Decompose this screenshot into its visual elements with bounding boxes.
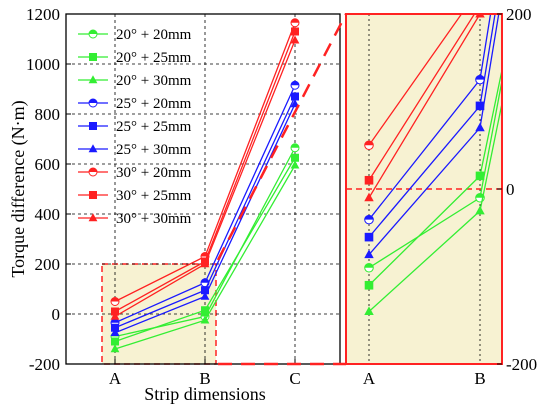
y-tick-label: 200 — [35, 255, 61, 274]
legend-label: 20° + 20mm — [116, 27, 192, 43]
circle-marker-half — [89, 99, 97, 103]
legend-entry: 25° + 25mm — [78, 119, 192, 135]
legend: 20° + 20mm 20° + 25mm 20° + 30mm 25° + 20mm… — [78, 27, 192, 227]
triangle-marker — [290, 160, 300, 169]
legend-entry: 25° + 20mm — [78, 96, 192, 112]
triangle-marker — [88, 213, 98, 222]
triangle-marker — [290, 35, 300, 44]
inset-series-group — [364, 14, 502, 315]
triangle-marker — [475, 205, 485, 215]
y-tick-label: 1200 — [26, 5, 60, 24]
x-axis-title: Strip dimensions — [144, 384, 266, 404]
inset-y-tick-label: 0 — [506, 180, 515, 199]
inset-y-tick-label: -200 — [506, 355, 537, 374]
triangle-marker — [364, 192, 374, 202]
inset-gridlines — [346, 14, 502, 364]
zoom-connector-top — [216, 13, 348, 261]
circle-marker-half — [201, 278, 209, 283]
circle-marker-half — [364, 140, 374, 146]
square-marker — [89, 53, 97, 61]
triangle-marker — [88, 75, 98, 84]
x-tick-label: B — [199, 369, 210, 388]
circle-marker-half — [111, 318, 119, 323]
square-marker — [291, 92, 299, 101]
square-marker — [364, 175, 374, 185]
x-tick-label: C — [289, 369, 300, 388]
legend-entry: 30° + 20mm — [78, 165, 192, 181]
legend-entry: 30° + 30mm — [78, 211, 192, 227]
square-marker — [89, 191, 97, 199]
square-marker — [201, 306, 209, 315]
inset-series-line — [368, 14, 463, 146]
triangle-marker — [364, 249, 374, 259]
legend-entry: 30° + 25mm — [78, 188, 192, 204]
circle-marker-half — [89, 30, 97, 34]
triangle-marker — [110, 327, 120, 336]
inset-series-line — [368, 14, 481, 199]
triangle-marker — [475, 122, 485, 132]
legend-entry: 20° + 25mm — [78, 50, 192, 66]
triangle-marker — [200, 259, 210, 268]
y-tick-label: 1000 — [26, 55, 60, 74]
y-tick-label: 400 — [35, 205, 61, 224]
square-marker — [89, 122, 97, 130]
inset-y-tick-labels: 200 0 -200 — [497, 5, 537, 374]
y-tick-label: 800 — [35, 105, 61, 124]
triangle-marker — [88, 144, 98, 153]
circle-marker-half — [291, 18, 299, 23]
circle-marker-half — [475, 75, 485, 80]
y-axis-title: Torque difference (N·m) — [8, 100, 29, 277]
square-marker — [291, 153, 299, 162]
circle-marker-half — [89, 168, 97, 172]
circle-marker-half — [291, 143, 299, 148]
legend-entry: 20° + 20mm — [78, 27, 192, 43]
triangle-marker — [110, 344, 120, 353]
legend-label: 25° + 25mm — [116, 119, 192, 135]
triangle-marker — [200, 291, 210, 300]
square-marker — [364, 280, 374, 290]
legend-label: 20° + 30mm — [116, 73, 192, 89]
circle-marker-half — [291, 81, 299, 86]
inset-y-tick-label: 200 — [506, 5, 532, 24]
square-marker — [475, 171, 485, 181]
square-marker — [111, 337, 119, 346]
legend-label: 30° + 25mm — [116, 188, 192, 204]
legend-label: 20° + 25mm — [116, 50, 192, 66]
square-marker — [111, 323, 119, 332]
legend-label: 30° + 30mm — [116, 211, 192, 227]
circle-marker-half — [364, 263, 374, 268]
square-marker — [364, 232, 374, 242]
circle-marker-half — [475, 193, 485, 198]
main-y-tick-labels: -200 0 200 400 600 800 1000 1200 — [26, 5, 60, 374]
legend-label: 25° + 20mm — [116, 96, 192, 112]
square-marker — [201, 286, 209, 295]
circle-marker-half — [364, 215, 374, 220]
legend-label: 25° + 30mm — [116, 142, 192, 158]
legend-label: 30° + 20mm — [116, 165, 192, 181]
y-tick-label: 600 — [35, 155, 61, 174]
y-tick-label: -200 — [29, 355, 60, 374]
y-tick-label: 0 — [52, 305, 61, 324]
triangle-marker — [364, 306, 374, 315]
main-series-group — [110, 18, 300, 353]
inset-x-tick-label: A — [363, 369, 376, 388]
square-marker — [475, 101, 485, 111]
main-plot-frame — [65, 13, 341, 365]
inset-series-line — [368, 14, 476, 181]
triangle-marker — [200, 315, 210, 324]
square-marker — [291, 27, 299, 36]
circle-marker-half — [111, 297, 119, 302]
square-marker — [111, 307, 119, 316]
legend-entry: 25° + 30mm — [78, 142, 192, 158]
legend-entry: 20° + 30mm — [78, 73, 192, 89]
triangle-marker — [110, 311, 120, 320]
x-tick-label: A — [109, 369, 122, 388]
inset-x-tick-label: B — [474, 369, 485, 388]
main-x-tick-labels: A B C — [109, 369, 301, 388]
